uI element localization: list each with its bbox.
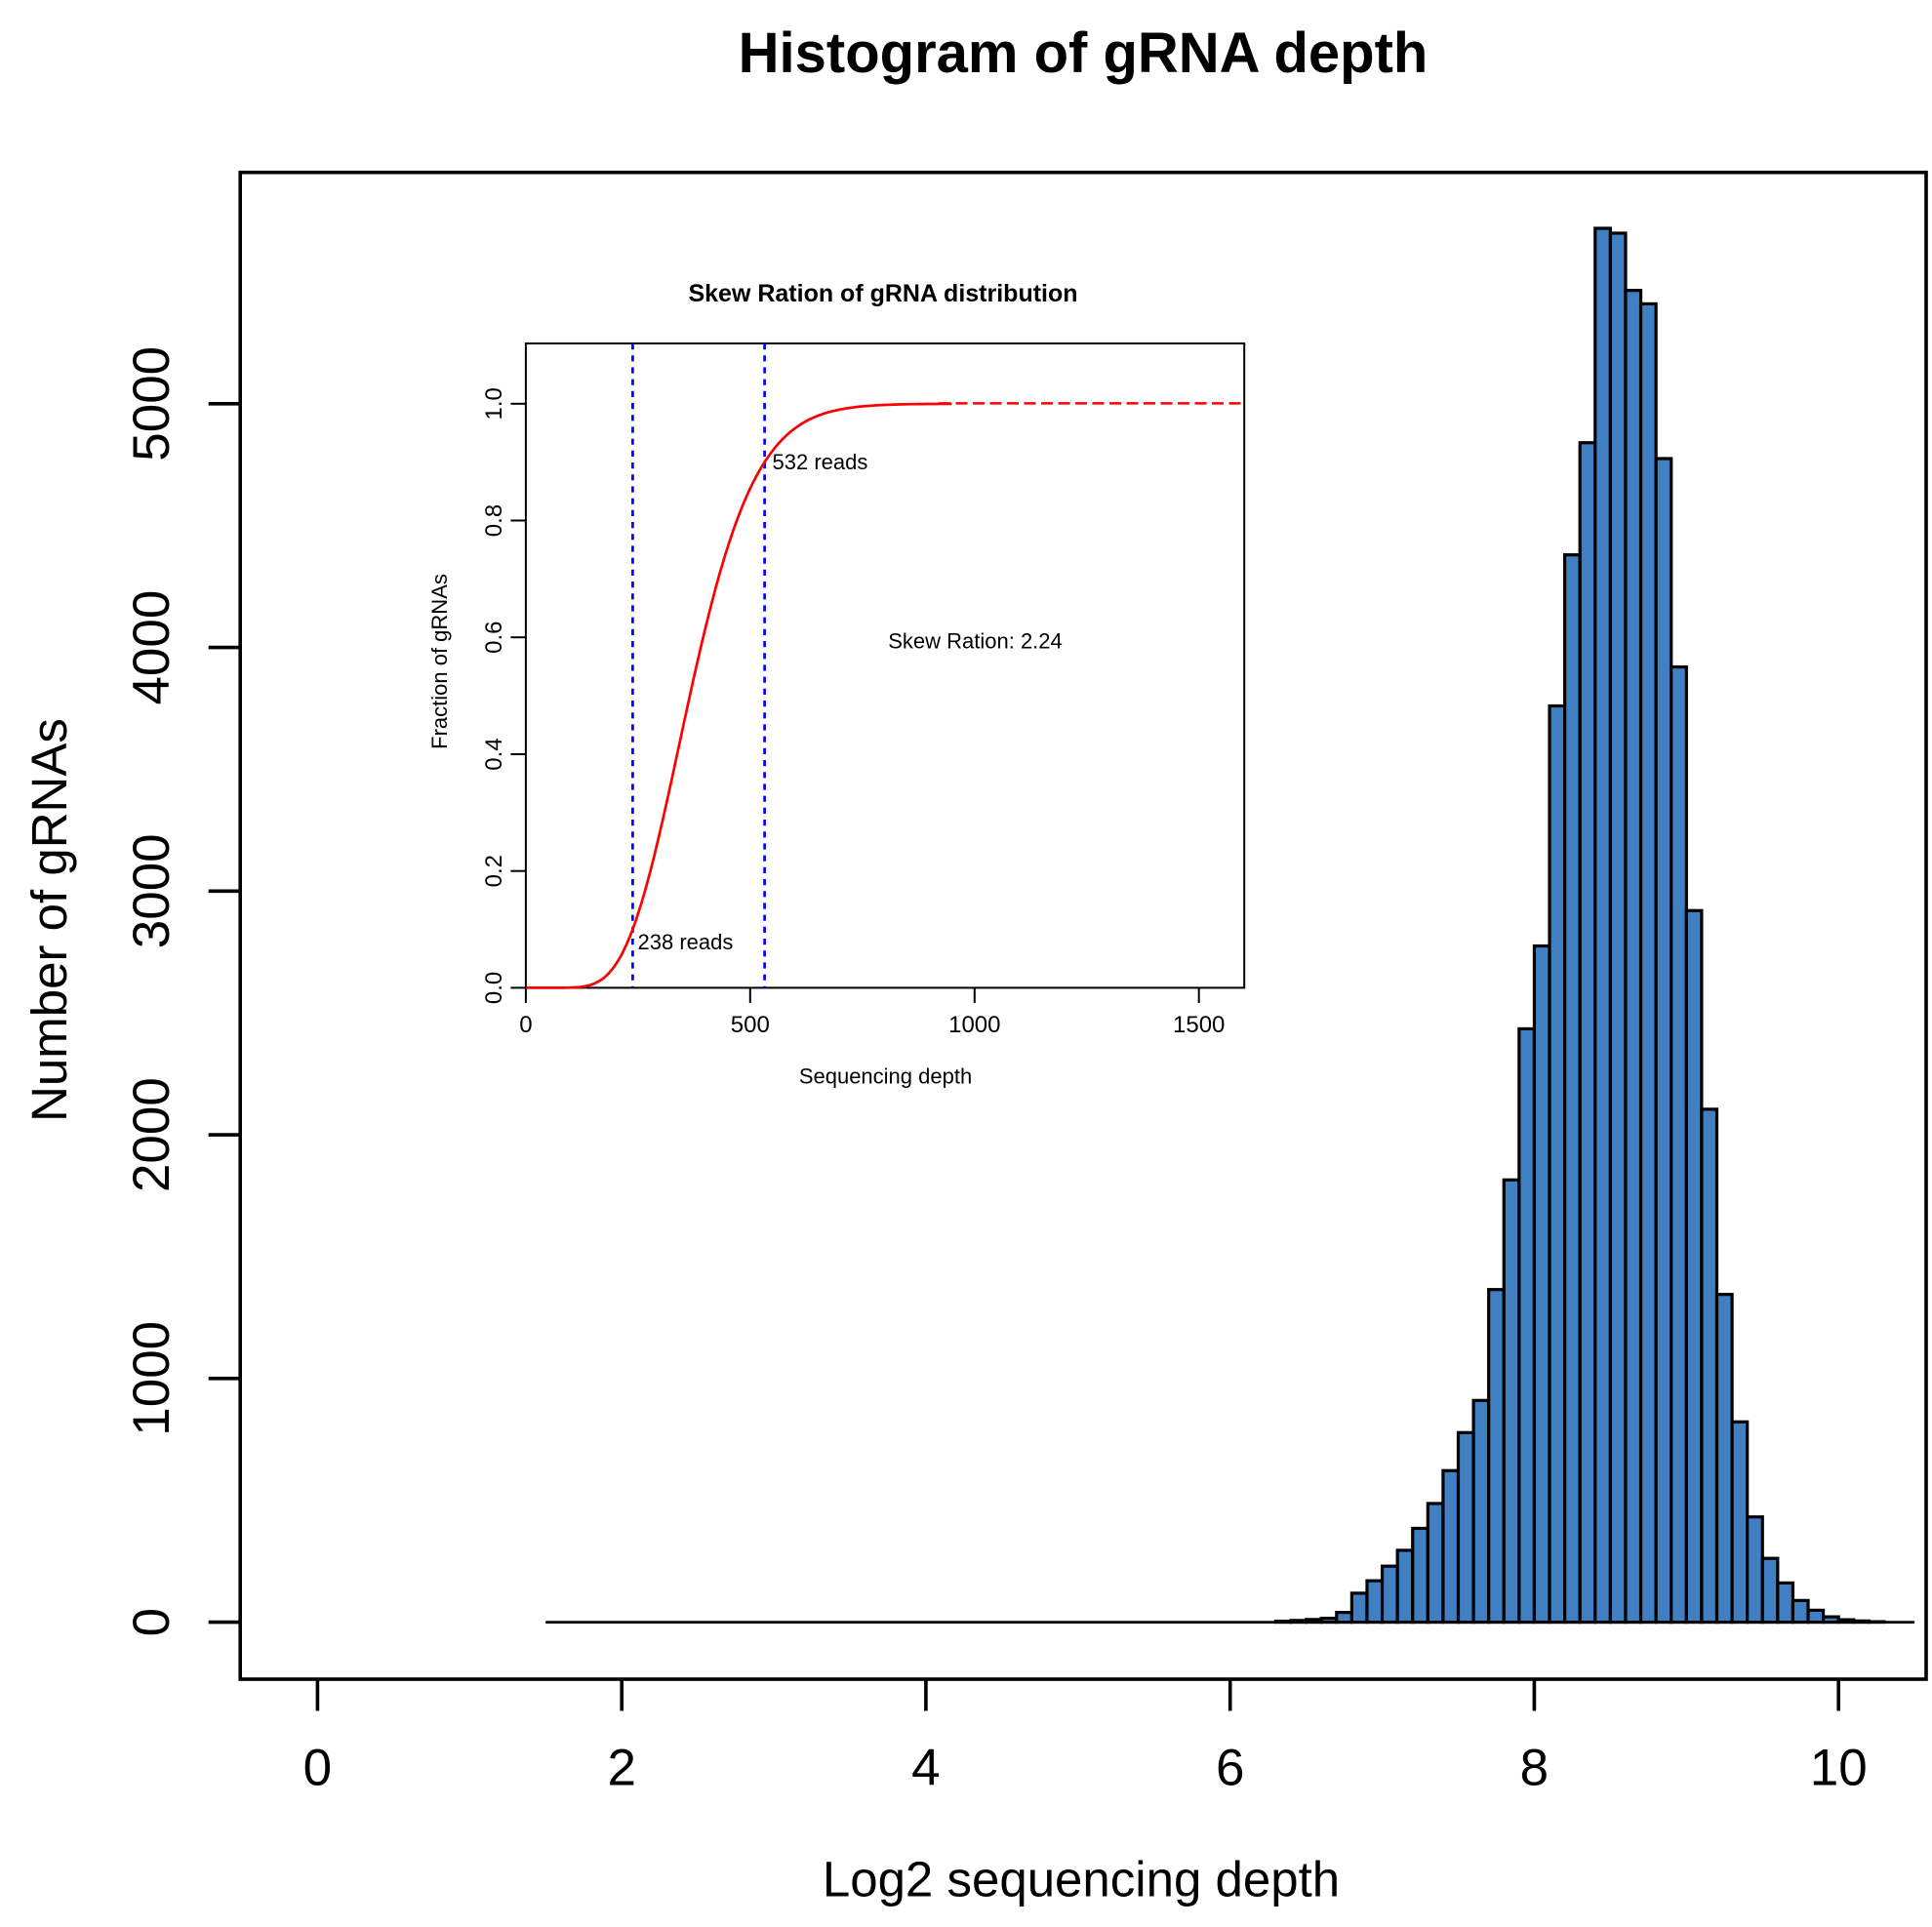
svg-text:Skew Ration of gRNA distributi: Skew Ration of gRNA distribution (688, 280, 1077, 307)
svg-text:0.2: 0.2 (481, 855, 507, 887)
svg-text:0.6: 0.6 (481, 622, 507, 654)
svg-text:0.4: 0.4 (481, 738, 507, 770)
svg-text:0.8: 0.8 (481, 504, 507, 537)
svg-text:500: 500 (731, 1012, 770, 1038)
svg-text:5000: 5000 (123, 346, 181, 462)
svg-text:238 reads: 238 reads (638, 930, 734, 954)
svg-text:Histogram of gRNA depth: Histogram of gRNA depth (739, 21, 1429, 85)
svg-text:3000: 3000 (123, 833, 181, 948)
svg-text:6: 6 (1216, 1739, 1244, 1796)
svg-text:532 reads: 532 reads (773, 450, 868, 474)
svg-text:2: 2 (607, 1739, 635, 1796)
svg-text:4000: 4000 (123, 590, 181, 705)
svg-text:1000: 1000 (123, 1321, 181, 1436)
svg-text:Sequencing depth: Sequencing depth (799, 1064, 972, 1089)
svg-text:Fraction of gRNAs: Fraction of gRNAs (427, 574, 452, 749)
svg-text:Number of gRNAs: Number of gRNAs (21, 718, 77, 1122)
svg-text:4: 4 (911, 1739, 940, 1796)
svg-text:0: 0 (519, 1012, 532, 1038)
svg-text:1000: 1000 (948, 1012, 1000, 1038)
svg-text:0.0: 0.0 (481, 972, 507, 1004)
svg-text:8: 8 (1520, 1739, 1549, 1796)
svg-text:0: 0 (303, 1739, 332, 1796)
svg-text:Skew Ration: 2.24: Skew Ration: 2.24 (888, 629, 1063, 654)
svg-text:Log2 sequencing depth: Log2 sequencing depth (823, 1852, 1340, 1907)
svg-text:2000: 2000 (123, 1077, 181, 1192)
svg-text:1500: 1500 (1173, 1012, 1225, 1038)
svg-text:10: 10 (1810, 1739, 1868, 1796)
svg-text:1.0: 1.0 (481, 387, 507, 420)
svg-text:0: 0 (123, 1608, 181, 1636)
